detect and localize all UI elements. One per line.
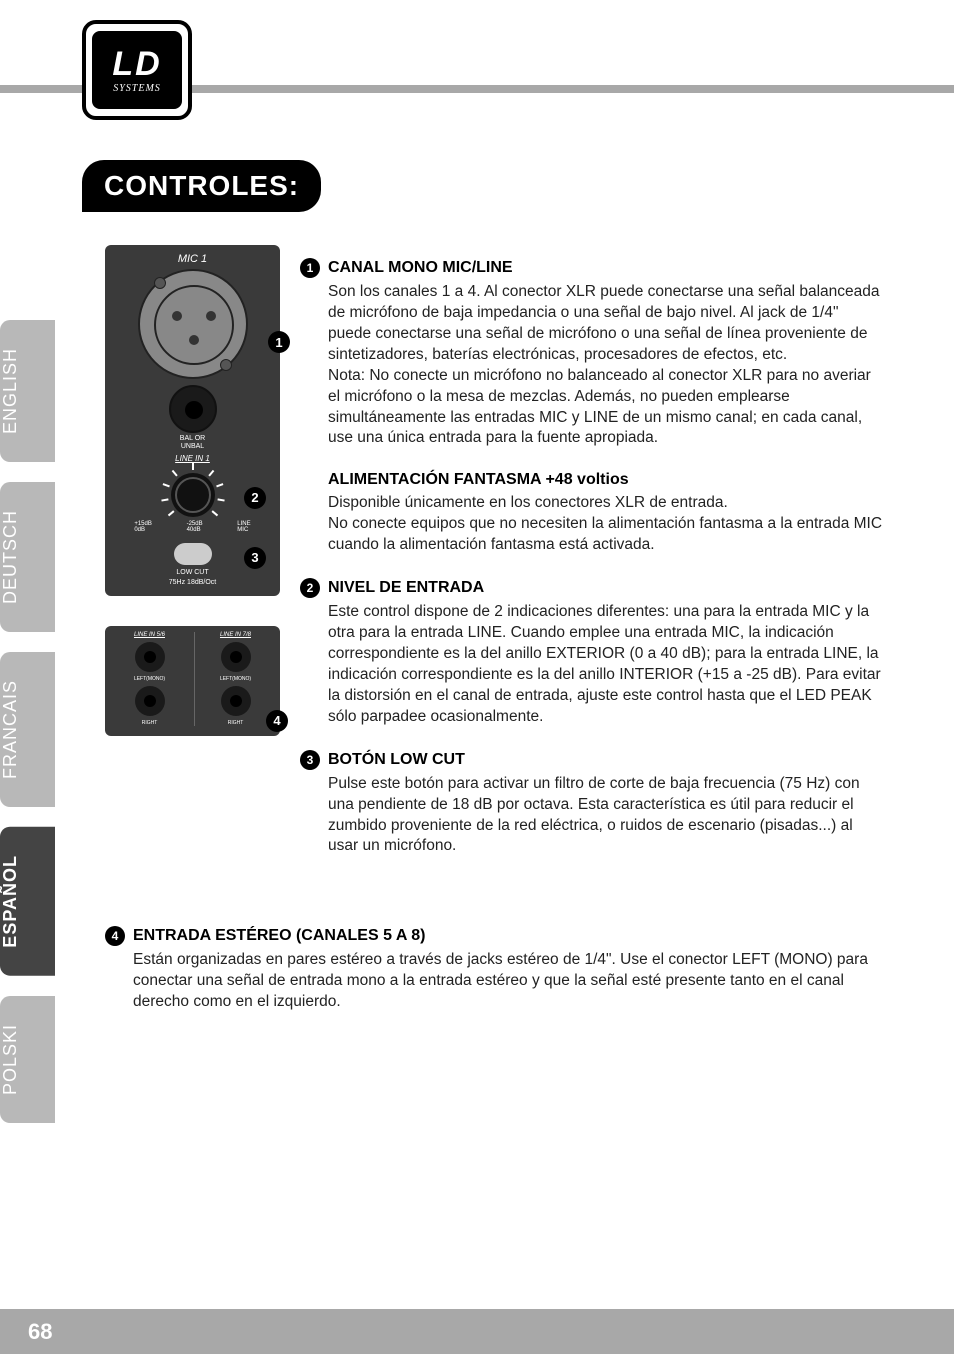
gain-knob-group: 2 [113, 473, 272, 517]
jack-icon [135, 642, 165, 672]
gain-r-bot: MIC [237, 527, 250, 533]
bullet-3: 3 [300, 750, 320, 770]
trs-jack-icon [169, 385, 217, 433]
logo-subtext: SYSTEMS [113, 83, 161, 94]
section-2-title: NIVEL DE ENTRADA [328, 579, 484, 597]
section-4-title: ENTRADA ESTÉREO (CANALES 5 A 8) [133, 927, 425, 945]
logo-inner: LD SYSTEMS [92, 31, 182, 109]
callout-4: 4 [266, 710, 288, 732]
section-3-title: BOTÓN LOW CUT [328, 751, 465, 769]
section-2-body: Este control dispone de 2 indicaciones d… [328, 602, 884, 728]
lang-tab-espanol[interactable]: ESPAÑOL [0, 827, 55, 976]
lang-tab-deutsch[interactable]: DEUTSCH [0, 482, 55, 632]
page-footer: 68 [0, 1309, 954, 1354]
stereo-hdr-78: LINE IN 7/8 [197, 632, 274, 638]
diagram-column: MIC 1 1 BAL OR UNBAL LINE IN 1 [105, 245, 280, 736]
xlr-screw [154, 277, 166, 289]
lang-tab-francais[interactable]: FRANCAIS [0, 652, 55, 807]
brand-logo: LD SYSTEMS [82, 20, 192, 120]
lowcut-group: 3 [113, 543, 272, 565]
bal-unbal-label: BAL OR UNBAL [113, 435, 272, 452]
xlr-pin [206, 311, 216, 321]
section-3-body: Pulse este botón para activar un filtro … [328, 774, 884, 858]
bullet-4: 4 [105, 926, 125, 946]
right-label: RIGHT [197, 720, 274, 726]
lowcut-label-1: LOW CUT [113, 569, 272, 577]
section-2: 2 NIVEL DE ENTRADA Este control dispone … [300, 578, 884, 728]
section-1-title: CANAL MONO MIC/LINE [328, 259, 513, 277]
language-tabs: ENGLISH DEUTSCH FRANCAIS ESPAÑOL POLSKI [0, 320, 55, 1123]
xlr-screw [220, 359, 232, 371]
stereo-col-56: LINE IN 5/6 LEFT(MONO) RIGHT [109, 632, 190, 726]
mono-channel-panel: MIC 1 1 BAL OR UNBAL LINE IN 1 [105, 245, 280, 596]
jack-icon [221, 686, 251, 716]
phantom-body: Disponible únicamente en los conectores … [328, 493, 884, 556]
gain-l-bot: 0dB [134, 527, 152, 533]
section-1-body: Son los canales 1 a 4. Al conector XLR p… [328, 282, 884, 449]
left-mono-label: LEFT(MONO) [197, 676, 274, 682]
lang-tab-english[interactable]: ENGLISH [0, 320, 55, 462]
section-1: 1 CANAL MONO MIC/LINE Son los canales 1 … [300, 258, 884, 449]
bullet-1: 1 [300, 258, 320, 278]
line-in-label: LINE IN 1 [113, 454, 272, 463]
section-3: 3 BOTÓN LOW CUT Pulse este botón para ac… [300, 750, 884, 858]
section-1-head: 1 CANAL MONO MIC/LINE [300, 258, 884, 278]
bullet-2: 2 [300, 578, 320, 598]
section-2-head: 2 NIVEL DE ENTRADA [300, 578, 884, 598]
lowcut-label-2: 75Hz 18dB/Oct [113, 579, 272, 587]
section-4-body: Están organizadas en pares estéreo a tra… [133, 950, 884, 1013]
gain-scale-labels: +15dB 0dB -25dB 40dB LINE MIC [113, 521, 272, 533]
xlr-inner-ring [154, 285, 234, 365]
gain-m-top: -25dB [187, 521, 203, 527]
callout-2: 2 [244, 487, 266, 509]
page-title: CONTROLES: [82, 160, 321, 212]
gain-l-top: +15dB [134, 521, 152, 527]
lowcut-button-icon [174, 543, 212, 565]
xlr-connector-icon [138, 269, 248, 379]
right-label: RIGHT [111, 720, 188, 726]
text-content: 1 CANAL MONO MIC/LINE Son los canales 1 … [300, 258, 884, 879]
xlr-pin [172, 311, 182, 321]
phantom-title: ALIMENTACIÓN FANTASMA +48 voltios [328, 471, 884, 489]
logo-text: LD [112, 47, 161, 81]
lang-tab-polski[interactable]: POLSKI [0, 996, 55, 1123]
section-phantom: ALIMENTACIÓN FANTASMA +48 voltios Dispon… [328, 471, 884, 556]
mic-label: MIC 1 [113, 253, 272, 265]
section-4-head: 4 ENTRADA ESTÉREO (CANALES 5 A 8) [105, 926, 884, 946]
section-3-head: 3 BOTÓN LOW CUT [300, 750, 884, 770]
callout-1: 1 [268, 331, 290, 353]
gain-knob-icon [171, 473, 215, 517]
section-4: 4 ENTRADA ESTÉREO (CANALES 5 A 8) Están … [105, 926, 884, 1013]
jack-icon [135, 686, 165, 716]
stereo-hdr-56: LINE IN 5/6 [111, 632, 188, 638]
left-mono-label: LEFT(MONO) [111, 676, 188, 682]
gain-m-bot: 40dB [187, 527, 203, 533]
page-number: 68 [28, 1319, 52, 1345]
stereo-input-panel: LINE IN 5/6 LEFT(MONO) RIGHT LINE IN 7/8… [105, 626, 280, 736]
callout-3: 3 [244, 547, 266, 569]
stereo-col-78: LINE IN 7/8 LEFT(MONO) RIGHT [194, 632, 276, 726]
jack-icon [221, 642, 251, 672]
gain-r-top: LINE [237, 521, 250, 527]
xlr-pin [189, 335, 199, 345]
